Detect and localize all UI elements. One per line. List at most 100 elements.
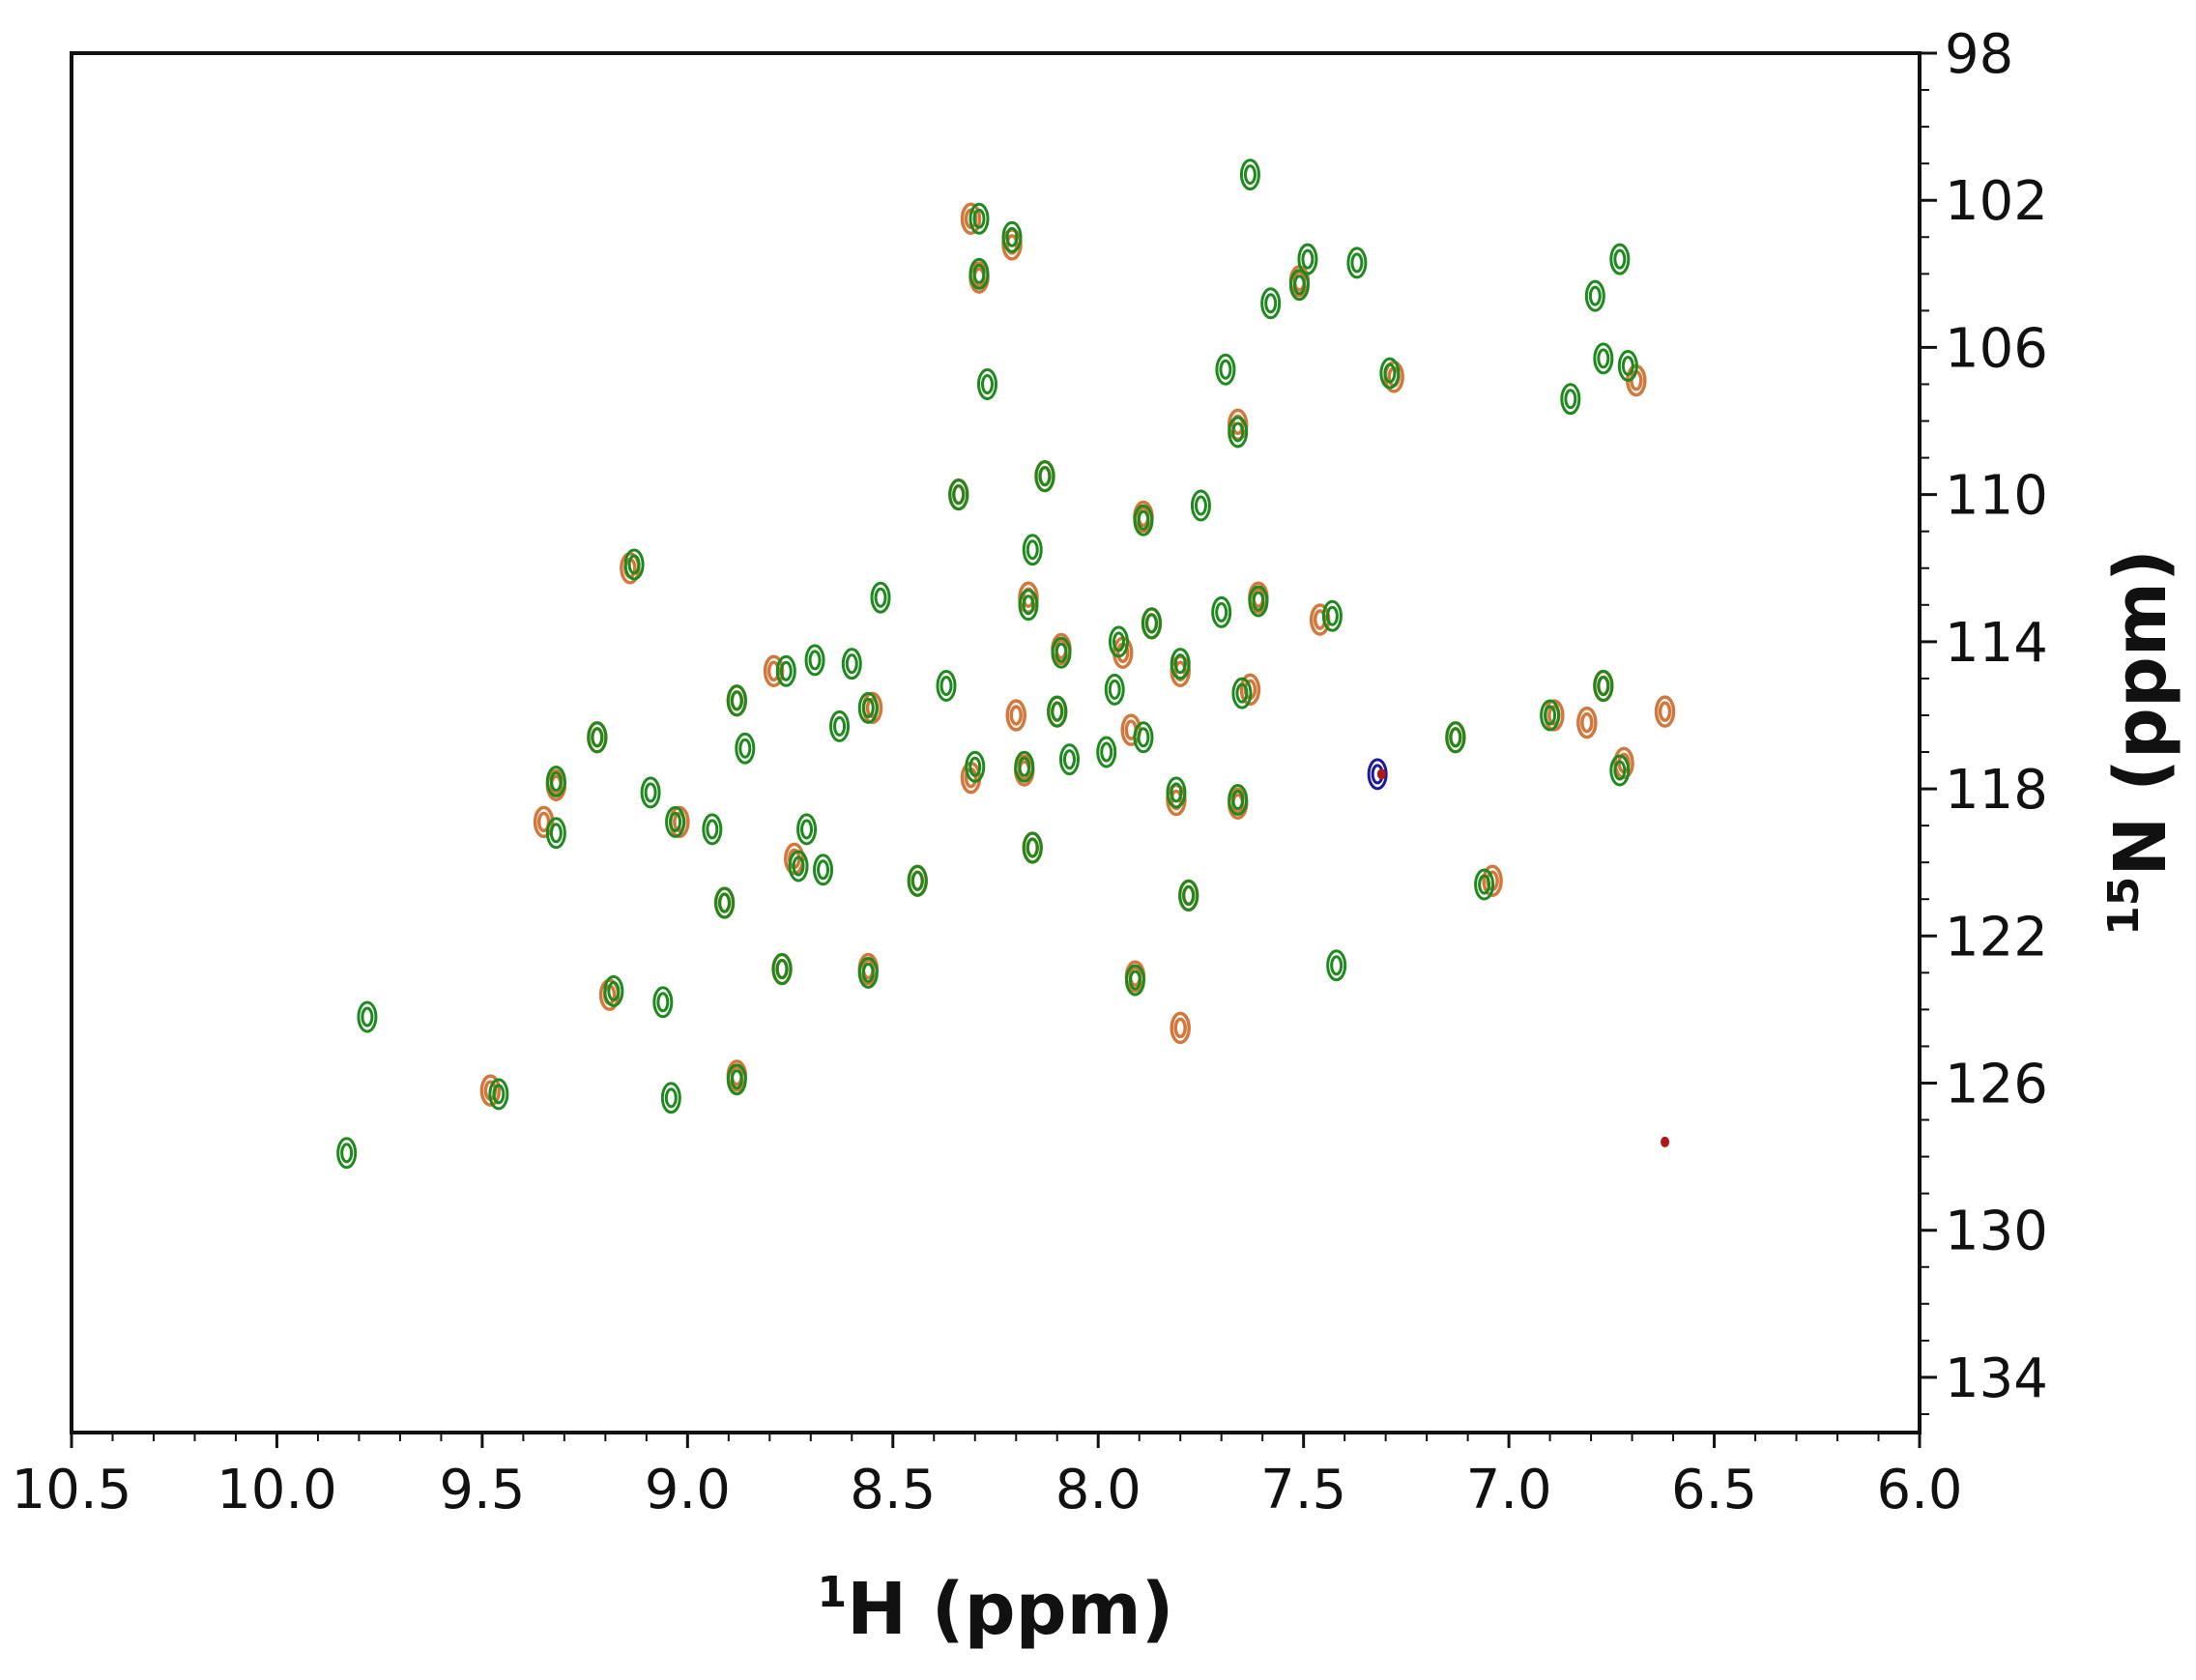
x-tick-label: 6.0 <box>1876 1459 1962 1521</box>
peak-green <box>965 750 986 783</box>
peak-orange <box>1576 706 1598 739</box>
peak-green <box>813 854 834 886</box>
y-tick-label: 102 <box>1945 170 2048 233</box>
peak-red <box>1376 768 1386 780</box>
peak-green <box>726 684 747 717</box>
x-axis-ticks: 10.5 10.0 9.5 9.0 8.5 8.0 7.5 7.0 6.5 6.0 <box>12 1433 1963 1521</box>
peak-green <box>1288 269 1310 302</box>
peak-green <box>1540 699 1561 732</box>
y-axis-title: 15N (ppm) <box>2099 549 2182 936</box>
peak-green <box>1231 677 1253 710</box>
peak-orange <box>1005 699 1026 732</box>
peak-green <box>726 1063 747 1096</box>
peak-green <box>545 765 566 797</box>
peak-green <box>1326 949 1347 982</box>
peak-green <box>1051 636 1072 669</box>
peak-green <box>1178 879 1199 912</box>
peak-green <box>640 776 661 809</box>
peak-green <box>1211 595 1232 628</box>
peak-green <box>1474 868 1495 901</box>
peak-green <box>1215 353 1236 386</box>
peak-green <box>1584 279 1605 312</box>
peak-orange <box>533 805 555 839</box>
peak-green <box>804 644 825 677</box>
peak-green <box>1560 383 1581 416</box>
x-axis-title: 1H (ppm) <box>817 1568 1173 1651</box>
peak-green <box>336 1137 358 1170</box>
peak-green <box>1228 416 1249 449</box>
peak-green <box>1047 695 1068 728</box>
x-tick-label: 10.0 <box>217 1459 337 1521</box>
peak-green <box>977 367 998 400</box>
x-tick-label: 7.0 <box>1466 1459 1552 1521</box>
peak-green <box>1166 776 1187 809</box>
y-tick-label: 118 <box>1945 759 2048 822</box>
peak-green <box>702 813 723 846</box>
peak-green <box>1617 349 1638 382</box>
peak-green <box>1445 721 1466 754</box>
peak-green <box>936 670 957 703</box>
x-tick-label: 10.5 <box>12 1459 132 1521</box>
x-tick-label: 8.0 <box>1055 1459 1141 1521</box>
peak-green <box>907 864 928 897</box>
peak-green <box>1133 721 1154 754</box>
peak-green <box>968 257 990 290</box>
peak-green <box>1593 670 1614 703</box>
peak-green <box>603 974 624 1007</box>
peak-orange <box>1170 1011 1191 1045</box>
peak-green <box>1141 607 1162 640</box>
peak-green <box>1297 243 1318 275</box>
peak-green <box>545 817 566 850</box>
peak-green <box>1248 585 1269 618</box>
x-tick-label: 8.5 <box>850 1459 936 1521</box>
peak-green <box>714 886 736 919</box>
peak-green <box>829 710 851 742</box>
peak-orange <box>1654 695 1676 728</box>
peak-green <box>1124 964 1145 997</box>
y-tick-label: 130 <box>1945 1201 2048 1263</box>
peak-green <box>857 691 879 724</box>
peak-green <box>1022 534 1043 566</box>
peak-green <box>1609 243 1631 275</box>
peak-green <box>1321 599 1343 632</box>
x-tick-label: 9.0 <box>645 1459 731 1521</box>
peak-green <box>357 1000 378 1033</box>
peak-red <box>1661 1136 1670 1147</box>
peak-green <box>1239 159 1260 191</box>
peak-green <box>1260 287 1282 320</box>
x-tick-label: 6.5 <box>1671 1459 1757 1521</box>
peak-green <box>1228 783 1249 816</box>
y-axis-ticks: 98 102 106 110 114 118 122 126 130 134 <box>1920 23 2048 1415</box>
peak-green <box>870 581 891 614</box>
y-tick-label: 126 <box>1945 1053 2048 1115</box>
peak-green <box>1018 589 1039 622</box>
peak-green <box>788 850 809 883</box>
peak-green <box>1108 625 1129 658</box>
x-tick-label: 9.5 <box>439 1459 525 1521</box>
peak-green <box>1058 743 1080 776</box>
peak-green <box>841 648 862 681</box>
peak-green <box>1096 736 1117 768</box>
peak-green <box>652 986 674 1019</box>
y-tick-label: 134 <box>1945 1347 2048 1410</box>
peak-green <box>771 953 793 986</box>
peak-green <box>587 721 608 754</box>
peak-green <box>1593 342 1614 375</box>
y-tick-label: 114 <box>1945 612 2048 675</box>
peak-green <box>623 548 645 581</box>
peak-green <box>735 732 756 765</box>
peak-green <box>948 478 969 511</box>
peak-green <box>796 813 818 846</box>
x-tick-label: 7.5 <box>1260 1459 1346 1521</box>
peak-green <box>1170 648 1191 681</box>
peak-green <box>1379 357 1401 390</box>
peak-green <box>1104 673 1125 706</box>
peak-green <box>857 956 879 989</box>
peak-green <box>1014 750 1035 783</box>
peak-green <box>1346 246 1368 279</box>
peak-green <box>968 202 990 235</box>
plot-frame <box>70 51 1922 1434</box>
y-tick-label: 110 <box>1945 465 2048 528</box>
y-tick-label: 122 <box>1945 906 2048 969</box>
